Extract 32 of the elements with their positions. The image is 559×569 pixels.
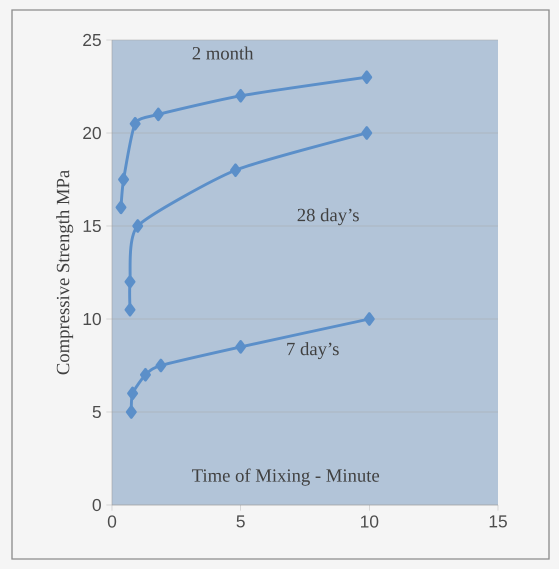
point xyxy=(118,172,130,186)
series-label: 7 day’s xyxy=(287,342,339,360)
x-tick-label: 15 xyxy=(490,515,507,528)
y-tick-label: 0 xyxy=(92,498,101,512)
point xyxy=(124,302,136,317)
point xyxy=(155,358,166,372)
point xyxy=(127,386,138,400)
point xyxy=(116,200,126,214)
point xyxy=(230,163,241,178)
point xyxy=(361,126,372,140)
x-tick-label: 0 xyxy=(108,515,116,528)
point xyxy=(235,340,246,354)
point xyxy=(124,275,136,289)
point xyxy=(235,89,246,103)
point xyxy=(126,405,137,419)
point xyxy=(132,219,144,233)
text: 28 day’s xyxy=(298,208,359,226)
x-tick-label: 10 xyxy=(361,515,378,528)
y-tick-label: 15 xyxy=(84,220,101,232)
x-tick-label: 5 xyxy=(236,515,245,528)
point xyxy=(152,108,164,122)
point xyxy=(361,70,372,84)
x-axis-title: Time of Mixing - Minute xyxy=(192,468,380,486)
point xyxy=(130,116,141,131)
point xyxy=(140,368,151,382)
y-tick-label: 20 xyxy=(83,126,101,140)
y-tick-label: 10 xyxy=(84,312,101,326)
y-tick-label: 5 xyxy=(92,406,101,418)
y-axis-title: Compressive Strength MPa xyxy=(56,170,74,374)
y-tick-label: 25 xyxy=(83,34,101,46)
point xyxy=(364,312,375,326)
series-label: 2 month xyxy=(192,46,254,60)
